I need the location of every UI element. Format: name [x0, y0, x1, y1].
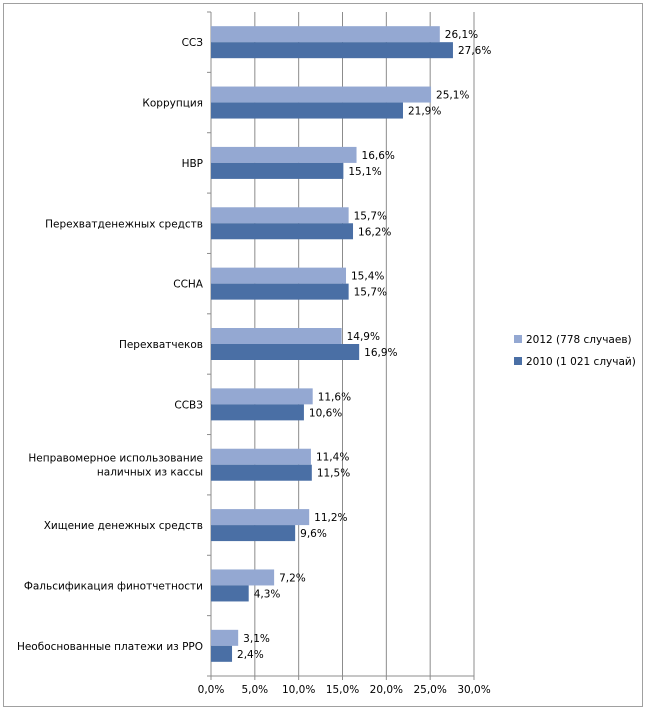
bar-series-2010: [211, 102, 403, 119]
data-label: 27,6%: [458, 45, 491, 57]
x-tick-label: 30,0%: [457, 684, 490, 696]
bar-series-2010: [211, 645, 233, 662]
bar-series-2012: [211, 569, 275, 586]
bar-series-2012: [211, 207, 349, 224]
data-label: 16,2%: [358, 226, 391, 238]
data-label: 3,1%: [243, 633, 270, 645]
x-tick-label: 25,0%: [413, 684, 446, 696]
legend-label: 2010 (1 021 случай): [526, 356, 636, 368]
bar-series-2012: [211, 509, 310, 526]
data-label: 16,9%: [364, 347, 397, 359]
data-label: 11,5%: [317, 468, 350, 480]
data-label: 11,2%: [314, 512, 347, 524]
category-label: Перехватчеков: [119, 339, 203, 351]
bar-series-2010: [211, 223, 354, 240]
data-label: 14,9%: [347, 331, 380, 343]
category-label: Перехватденежных средств: [45, 218, 203, 230]
category-label: наличных из кассы: [97, 467, 203, 479]
bar-series-2010: [211, 162, 344, 179]
category-label: ССВЗ: [174, 399, 203, 411]
data-label: 4,3%: [254, 588, 281, 600]
bar-series-2012: [211, 267, 347, 284]
bar-chart: 0,0% 5,0% 10,0% 15,0% 20,0% 25,0% 30,0% 26,1% 27…: [17, 11, 636, 696]
x-tick-label: 5,0%: [241, 684, 268, 696]
data-label: 11,6%: [318, 391, 351, 403]
bar-series-2010: [211, 344, 360, 360]
x-tick-label: 10,0%: [282, 684, 315, 696]
data-label: 10,6%: [309, 407, 342, 419]
category-label: Неправомерное использование: [28, 453, 203, 465]
bar-series-2010: [211, 525, 296, 542]
data-label: 7,2%: [279, 572, 306, 584]
bar-series-2010: [211, 283, 349, 300]
data-label: 11,4%: [316, 452, 349, 464]
data-label: 15,7%: [354, 210, 387, 222]
data-label: 2,4%: [237, 649, 264, 661]
category-label: ССЗ: [182, 37, 204, 49]
legend-swatch: [514, 335, 522, 343]
data-label: 26,1%: [445, 29, 478, 41]
bar-series-2010: [211, 464, 312, 481]
bar-series-2012: [211, 86, 432, 103]
category-label: Хищение денежных средств: [44, 520, 203, 532]
bar-series-2012: [211, 146, 357, 163]
x-tick-label: 20,0%: [370, 684, 403, 696]
bar-series-2010: [211, 42, 453, 59]
data-label: 21,9%: [408, 106, 441, 118]
bar-series-2012: [211, 629, 239, 646]
data-label: 15,7%: [354, 287, 387, 299]
data-label: 15,4%: [351, 271, 384, 283]
category-label: ССНА: [173, 279, 204, 291]
bar-series-2012: [211, 388, 313, 405]
bar-series-2012: [211, 26, 440, 43]
data-label: 9,6%: [300, 528, 327, 540]
data-label: 16,6%: [362, 150, 395, 162]
category-label: Необоснованные платежи из РРО: [17, 641, 203, 653]
category-label: Коррупция: [142, 98, 203, 110]
legend-label: 2012 (778 случаев): [526, 334, 632, 346]
data-label: 15,1%: [348, 166, 381, 178]
category-label: НВР: [182, 158, 203, 170]
data-label: 25,1%: [436, 90, 469, 102]
bar-series-2012: [211, 328, 342, 344]
bar-series-2012: [211, 448, 311, 465]
category-label: Фальсификация финотчетности: [24, 580, 203, 592]
chart-frame: 0,0% 5,0% 10,0% 15,0% 20,0% 25,0% 30,0% 26,1% 27…: [3, 3, 643, 707]
x-tick-label: 0,0%: [198, 684, 225, 696]
legend-swatch: [514, 357, 522, 365]
bar-series-2010: [211, 404, 304, 421]
x-tick-label: 15,0%: [326, 684, 359, 696]
bar-series-2010: [211, 585, 249, 602]
